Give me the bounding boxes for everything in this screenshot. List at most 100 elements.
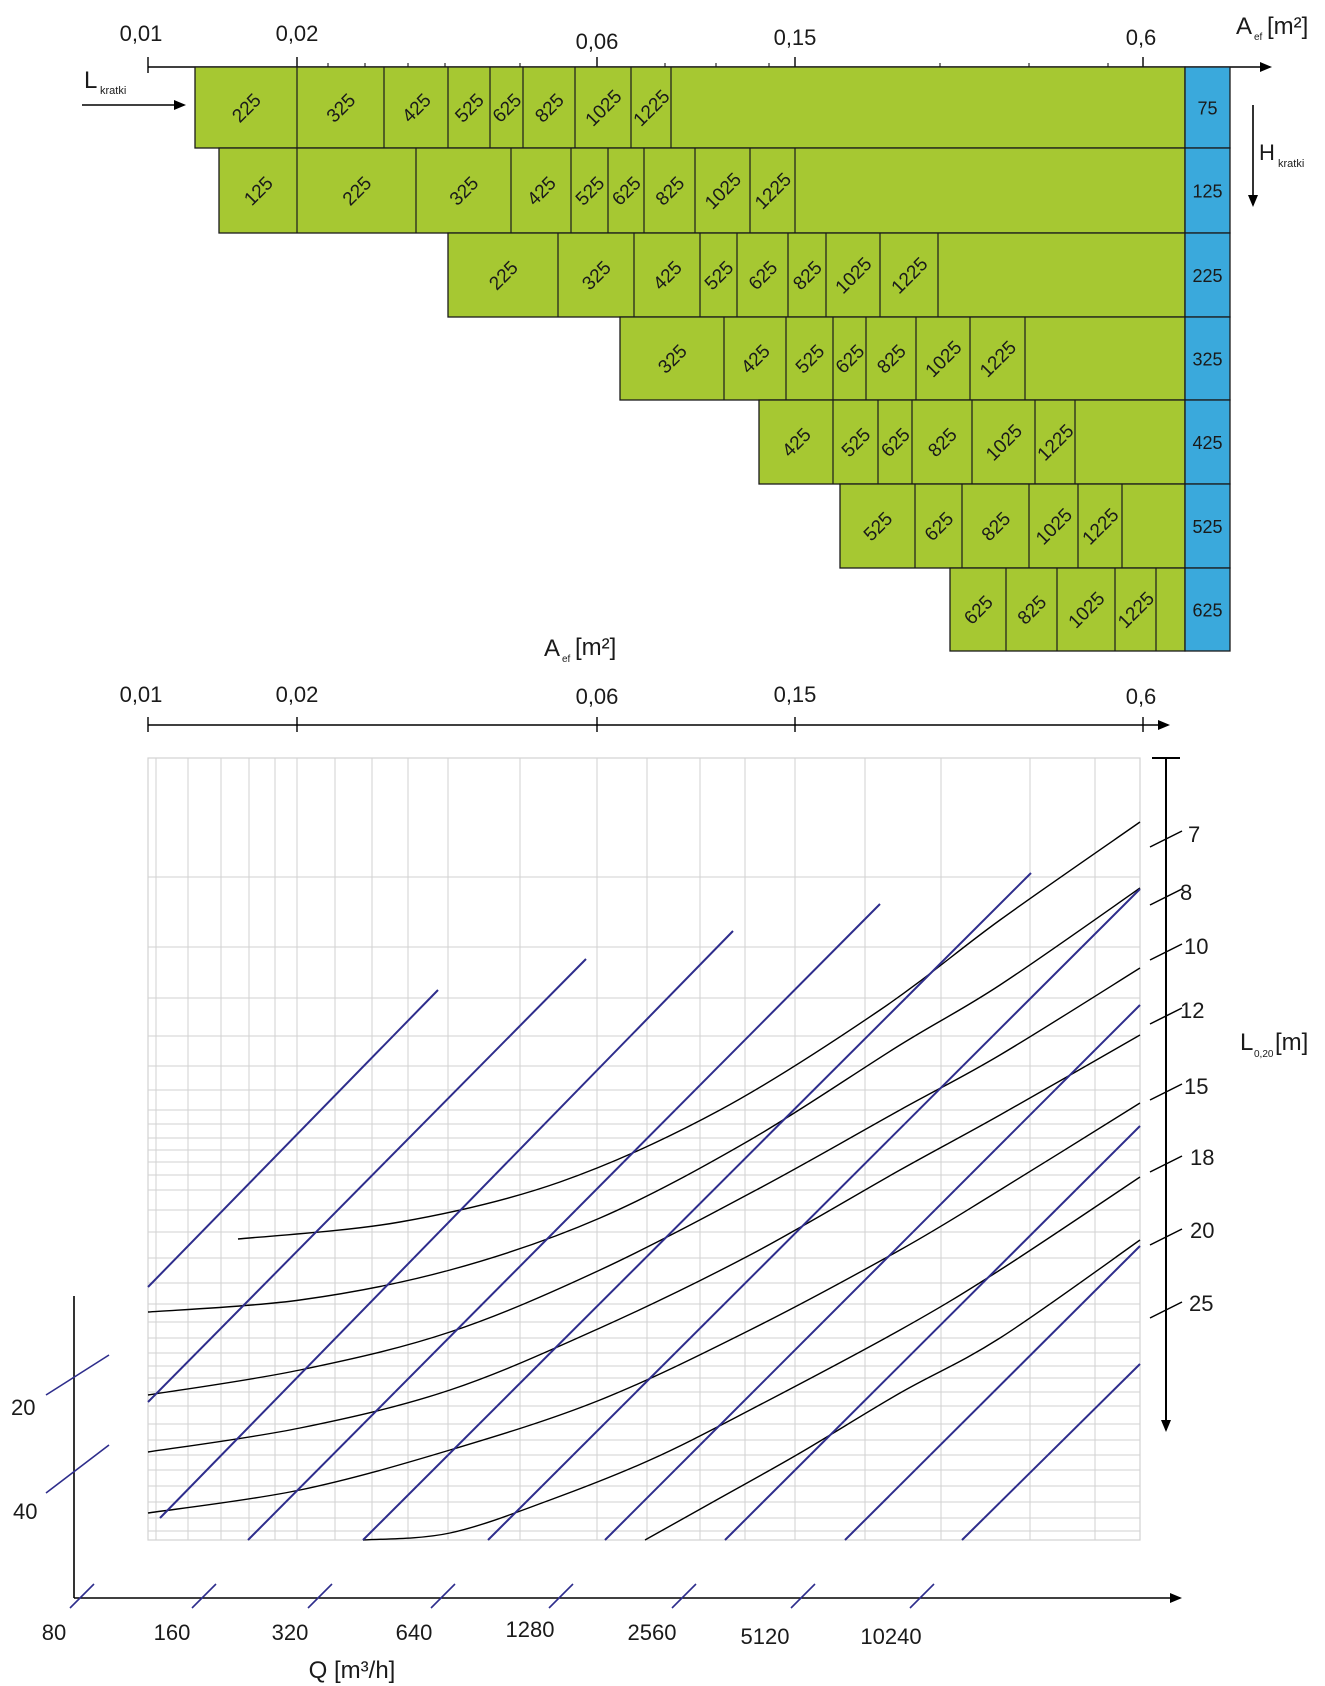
q-axis-tick-mark xyxy=(307,1583,333,1609)
right-axis-title-main: L xyxy=(1240,1029,1253,1056)
flow-rate-line xyxy=(724,1125,1141,1541)
right-axis-tick-marks xyxy=(1149,830,1183,1319)
q-axis-tick-mark xyxy=(69,1583,95,1609)
l-kratki-sub: kratki xyxy=(100,85,126,97)
throw-length-curve xyxy=(147,967,1141,1396)
mid-aef-axis: A ef [m²] 0,01 0,02 0,06 0,15 0,6 xyxy=(120,634,1170,732)
table-h-cell xyxy=(1184,316,1231,401)
throw-length-curve xyxy=(147,1034,1141,1453)
top-axis-tick-label: 0,06 xyxy=(576,29,619,54)
mid-axis-title-sub: ef xyxy=(562,654,571,665)
top-axis-title-main: A xyxy=(1236,13,1252,40)
q-axis-tick-label: 10240 xyxy=(860,1624,921,1649)
table-h-cell xyxy=(1184,232,1231,318)
table-h-label: 425 xyxy=(1192,433,1222,453)
mid-axis-title: A ef [m²] xyxy=(544,634,616,665)
mid-axis-tick-label: 0,01 xyxy=(120,682,163,707)
table-h-cell xyxy=(1184,147,1231,234)
table-row-band xyxy=(447,232,1186,318)
mid-axis-title-unit: [m²] xyxy=(575,634,616,661)
diagonal-series xyxy=(147,872,1141,1541)
q-axis-title: Q [m³/h] xyxy=(309,1657,396,1684)
q-axis: 80 160 320 640 1280 2560 5120 10240 Q [m… xyxy=(42,1583,1182,1684)
table-row-band xyxy=(194,66,1186,149)
flow-rate-line xyxy=(844,1245,1141,1541)
l-kratki-indicator: L kratki xyxy=(82,67,186,110)
right-axis-tick-mark xyxy=(1149,943,1183,961)
q-axis-tick-label: 80 xyxy=(42,1620,66,1645)
top-aef-axis: 0,01 0,02 0,06 0,15 0,6 A ef [m²] xyxy=(120,13,1308,73)
right-axis-tick-label: 8 xyxy=(1180,880,1192,905)
top-table: 0,01 0,02 0,06 0,15 0,6 A ef [m²] L krat… xyxy=(82,13,1308,652)
table-h-cell xyxy=(1184,483,1231,569)
right-axis-tick-label: 12 xyxy=(1180,998,1204,1023)
right-axis-tick-label: 7 xyxy=(1188,822,1200,847)
q-axis-tick-label: 2560 xyxy=(628,1620,677,1645)
top-axis-tick-label: 0,01 xyxy=(120,21,163,46)
h-kratki-main: H xyxy=(1259,140,1275,165)
q-axis-tick-mark xyxy=(909,1583,935,1609)
flow-rate-line xyxy=(487,888,1141,1541)
q-axis-tick-label: 160 xyxy=(154,1620,191,1645)
main-chart: A ef [m²] 0,01 0,02 0,06 0,15 0,6 7 8 10… xyxy=(11,634,1308,1684)
mid-axis-title-main: A xyxy=(544,635,560,662)
mid-axis-tick-label: 0,06 xyxy=(576,684,619,709)
top-axis-title-sub: ef xyxy=(1254,32,1263,43)
top-axis-title: A ef [m²] xyxy=(1236,13,1308,43)
right-axis-tick-label: 25 xyxy=(1189,1291,1213,1316)
q-axis-tick-marks xyxy=(69,1583,935,1609)
top-axis-tick-label: 0,6 xyxy=(1126,25,1157,50)
right-axis-tick-label: 18 xyxy=(1190,1145,1214,1170)
right-axis-tick-mark xyxy=(1149,1155,1183,1173)
mid-axis-tick-label: 0,6 xyxy=(1126,684,1157,709)
flow-rate-line xyxy=(147,989,439,1288)
table-row-band xyxy=(839,483,1186,569)
table-h-label: 625 xyxy=(1192,601,1222,621)
table-h-label: 525 xyxy=(1192,517,1222,537)
h-kratki-indicator: H kratki xyxy=(1248,105,1304,207)
left-axis: 20 40 xyxy=(11,1296,110,1598)
right-axis-tick-label: 15 xyxy=(1184,1074,1208,1099)
q-axis-tick-mark xyxy=(671,1583,697,1609)
table-row-band xyxy=(218,147,1186,234)
q-axis-tick-mark xyxy=(430,1583,456,1609)
l-kratki-main: L xyxy=(84,67,97,94)
flow-rate-line xyxy=(159,930,734,1519)
right-axis-tick-mark xyxy=(1149,1228,1183,1246)
table-h-label: 325 xyxy=(1192,350,1222,370)
q-axis-tick-mark xyxy=(548,1583,574,1609)
top-axis-title-unit: [m²] xyxy=(1267,13,1308,40)
right-axis-tick-mark xyxy=(1149,830,1183,848)
throw-length-curve xyxy=(147,887,1141,1313)
right-axis-tick-label: 10 xyxy=(1184,934,1208,959)
right-axis-title-unit: [m] xyxy=(1275,1029,1308,1056)
curve-series xyxy=(147,821,1141,1541)
left-axis-tick-mark xyxy=(45,1444,110,1494)
top-axis-tick-label: 0,15 xyxy=(774,25,817,50)
flow-rate-line xyxy=(604,1004,1141,1541)
q-axis-tick-label: 320 xyxy=(272,1620,309,1645)
q-axis-tick-label: 640 xyxy=(396,1620,433,1645)
q-axis-tick-label: 1280 xyxy=(506,1617,555,1642)
table-h-cell xyxy=(1184,567,1231,652)
table-h-cell xyxy=(1184,66,1231,149)
left-axis-tick-mark xyxy=(45,1354,110,1396)
table-h-label: 75 xyxy=(1197,99,1217,119)
table-row-band xyxy=(949,567,1186,652)
throw-length-curve xyxy=(644,1239,1141,1541)
flow-rate-line xyxy=(362,872,1032,1541)
right-axis-tick-mark xyxy=(1149,1083,1183,1101)
h-kratki-sub: kratki xyxy=(1278,158,1304,170)
right-axis-tick-mark xyxy=(1149,1007,1183,1025)
q-axis-tick-label: 5120 xyxy=(741,1624,790,1649)
table-h-label: 125 xyxy=(1192,182,1222,202)
table-h-label: 225 xyxy=(1192,266,1222,286)
flow-rate-line xyxy=(961,1363,1141,1541)
right-axis-tick-mark xyxy=(1149,1301,1183,1319)
throw-length-curve xyxy=(362,1176,1141,1541)
q-axis-tick-mark xyxy=(790,1583,816,1609)
flow-rate-line xyxy=(147,958,587,1403)
left-axis-tick-label: 20 xyxy=(11,1395,35,1420)
right-axis-tick-mark xyxy=(1149,888,1183,906)
